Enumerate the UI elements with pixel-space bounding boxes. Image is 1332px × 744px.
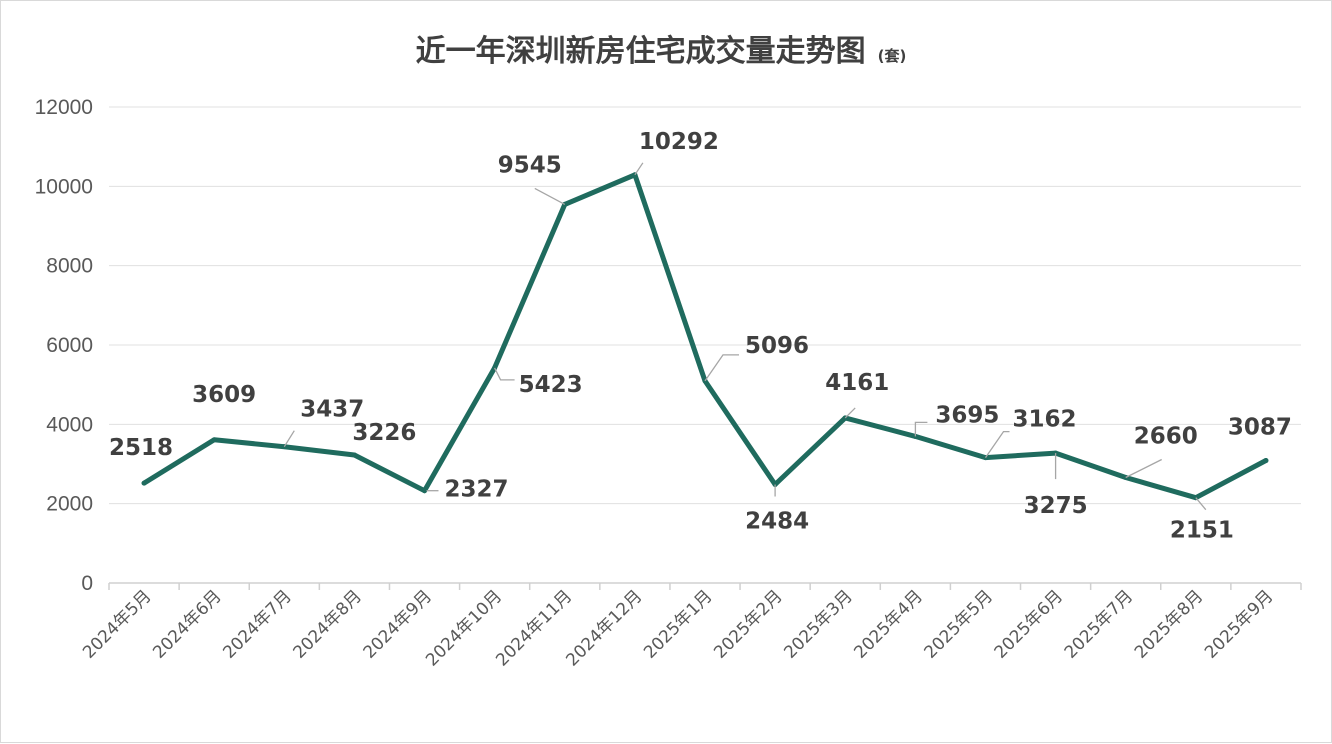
data-label: 5096 [745, 333, 809, 359]
leader-line [1195, 497, 1207, 511]
x-tick-label: 2025年6月 [991, 586, 1067, 662]
data-label: 10292 [639, 129, 719, 155]
data-label: 3609 [192, 382, 256, 408]
data-label: 9545 [498, 152, 562, 178]
x-tick-label: 2024年9月 [360, 586, 436, 662]
series-line-group [141, 172, 1269, 501]
data-label: 3162 [1012, 407, 1076, 433]
leader-line [1125, 458, 1162, 479]
y-tick-label: 4000 [46, 413, 93, 436]
x-tick-label: 2024年7月 [219, 586, 295, 662]
y-axis-ticks: 0 2000 4000 6000 8000 10000 12000 [35, 96, 93, 595]
leader-line [634, 162, 644, 176]
leader-line [283, 430, 295, 448]
x-tick-label: 2024年12月 [562, 586, 646, 670]
data-label: 2484 [745, 508, 809, 534]
data-label: 3695 [935, 402, 999, 428]
data-label: 4161 [825, 370, 889, 396]
x-tick-label: 2025年9月 [1201, 586, 1277, 662]
data-label: 2151 [1170, 518, 1234, 544]
chart-title: 近一年深圳新房住宅成交量走势图 (套) [416, 34, 907, 69]
x-tick-label: 2025年2月 [710, 586, 786, 662]
x-tick-label: 2025年1月 [640, 586, 716, 662]
x-tick-label: 2024年6月 [149, 586, 225, 662]
data-point [351, 452, 357, 458]
gridlines [109, 106, 1301, 505]
leader-line [494, 367, 515, 381]
leader-line [534, 187, 566, 205]
x-tick-label: 2025年7月 [1061, 586, 1137, 662]
leader-line [704, 354, 739, 382]
data-point [772, 481, 778, 487]
data-label: 5423 [519, 372, 583, 398]
data-point [912, 433, 918, 439]
y-tick-label: 10000 [35, 175, 93, 198]
data-label: 2518 [109, 435, 173, 461]
data-label: 2327 [445, 477, 509, 503]
x-axis [108, 582, 1302, 590]
data-point [422, 488, 428, 494]
data-point [211, 437, 217, 443]
y-tick-label: 2000 [46, 493, 93, 516]
data-label: 3226 [352, 420, 416, 446]
leader-line [914, 421, 928, 437]
x-tick-label: 2025年4月 [850, 586, 926, 662]
series-line [141, 172, 1269, 501]
data-point [1263, 458, 1269, 464]
data-label: 3087 [1228, 415, 1292, 441]
x-tick-label: 2025年5月 [921, 586, 997, 662]
x-tick-label: 2025年3月 [780, 586, 856, 662]
data-label: 2660 [1134, 423, 1198, 449]
data-point [1053, 450, 1059, 456]
chart-title-main: 近一年深圳新房住宅成交量走势图 [416, 34, 866, 69]
chart-title-unit: (套) [878, 47, 907, 65]
leader-line [844, 407, 856, 419]
y-tick-label: 8000 [46, 255, 93, 278]
data-point [141, 480, 147, 486]
data-label: 3275 [1024, 493, 1088, 519]
data-label: 3437 [300, 397, 364, 423]
x-tick-label: 2024年5月 [79, 586, 155, 662]
x-tick-label: 2025年8月 [1131, 586, 1207, 662]
y-tick-label: 6000 [46, 334, 93, 357]
data-label-leaders [283, 162, 1207, 511]
y-tick-label: 0 [81, 572, 93, 595]
x-tick-label: 2024年8月 [290, 586, 366, 662]
y-tick-label: 12000 [35, 96, 93, 119]
leader-line [984, 430, 1010, 458]
